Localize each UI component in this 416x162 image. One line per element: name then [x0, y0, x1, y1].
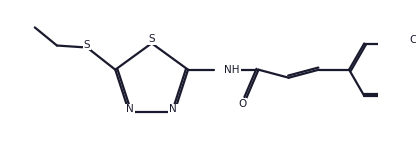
Text: N: N: [126, 104, 134, 114]
Text: S: S: [84, 40, 90, 50]
Text: Cl: Cl: [409, 35, 416, 45]
Text: O: O: [238, 99, 247, 109]
Text: NH: NH: [224, 65, 240, 75]
Text: S: S: [149, 34, 155, 44]
Text: N: N: [169, 104, 177, 114]
